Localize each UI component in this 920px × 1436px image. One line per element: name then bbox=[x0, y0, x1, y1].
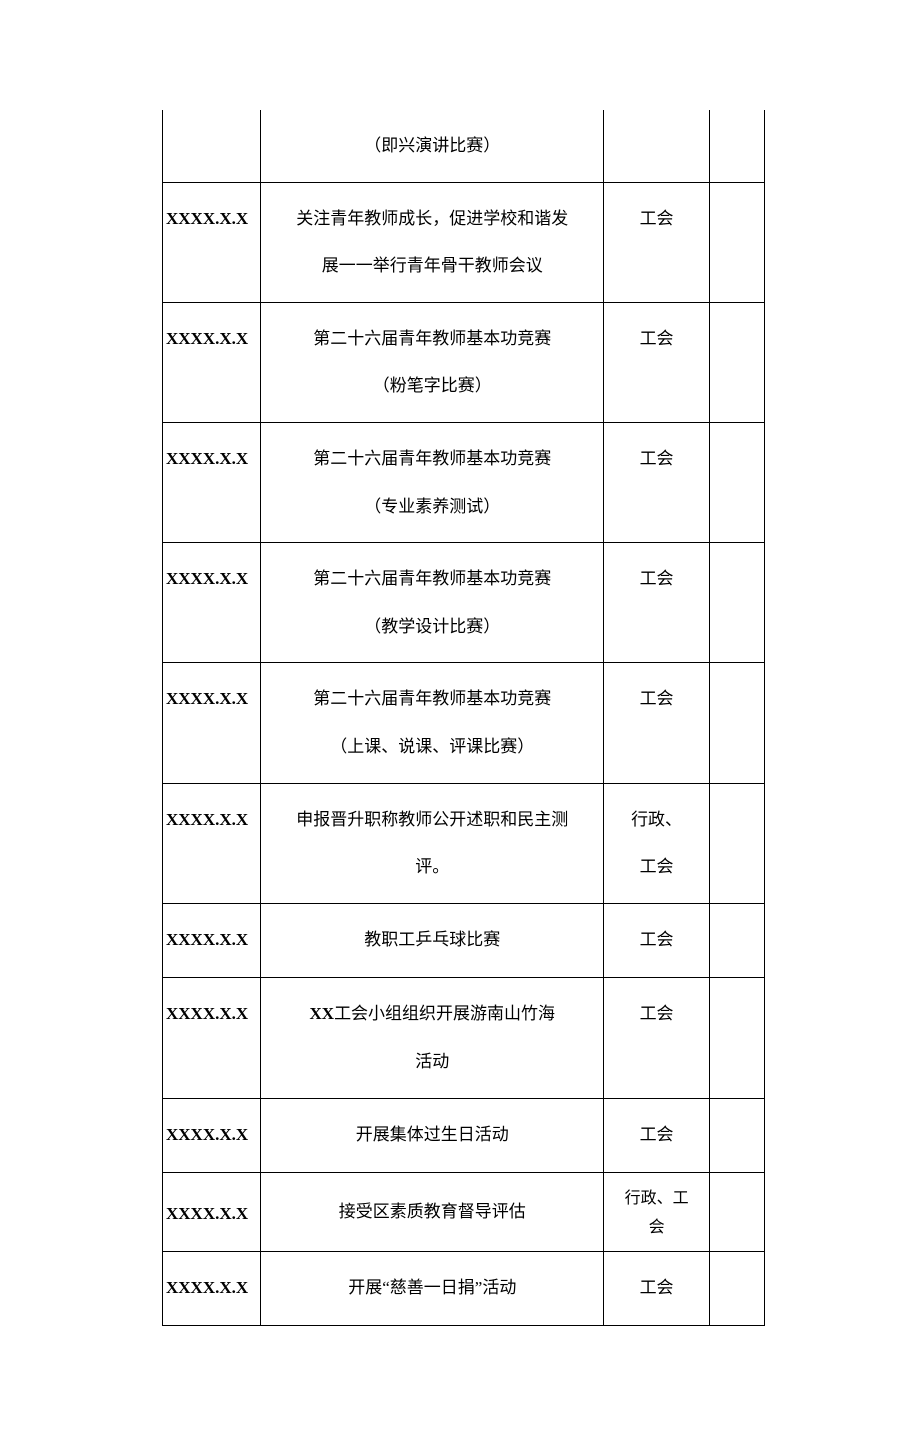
content-line: （专业素养测试） bbox=[265, 483, 599, 531]
org-cell: 行政、工 会 bbox=[604, 1173, 710, 1252]
content-line: 展一一举行青年骨干教师会议 bbox=[265, 242, 599, 290]
content-line: 第二十六届青年教师基本功竞赛 bbox=[265, 555, 599, 603]
activity-table: （即兴演讲比赛） XXXX.X.X 关注青年教师成长，促进学校和谐发 展一一举行… bbox=[162, 110, 765, 1326]
content-line: 活动 bbox=[265, 1038, 599, 1086]
org-cell: 工会 bbox=[604, 1098, 710, 1173]
content-line: （教学设计比赛） bbox=[265, 603, 599, 651]
content-line: XX工会小组组织开展游南山竹海 bbox=[265, 990, 599, 1038]
empty-cell bbox=[709, 783, 764, 903]
content-cell: 第二十六届青年教师基本功竞赛 （教学设计比赛） bbox=[261, 543, 604, 663]
content-line: 教职工乒乓球比赛 bbox=[364, 930, 500, 949]
date-cell: XXXX.X.X bbox=[163, 302, 261, 422]
content-line: （上课、说课、评课比赛） bbox=[265, 723, 599, 771]
org-cell: 工会 bbox=[604, 903, 710, 978]
content-line: （即兴演讲比赛） bbox=[265, 122, 599, 170]
content-cell: 接受区素质教育督导评估 bbox=[261, 1173, 604, 1252]
org-cell bbox=[604, 110, 710, 182]
table-row: XXXX.X.X 关注青年教师成长，促进学校和谐发 展一一举行青年骨干教师会议 … bbox=[163, 182, 765, 302]
content-cell: 开展“慈善一日捐”活动 bbox=[261, 1251, 604, 1326]
content-line: 第二十六届青年教师基本功竞赛 bbox=[265, 315, 599, 363]
empty-cell bbox=[709, 1173, 764, 1252]
content-cell: 申报晋升职称教师公开述职和民主测 评。 bbox=[261, 783, 604, 903]
table-row: XXXX.X.X 开展集体过生日活动 工会 bbox=[163, 1098, 765, 1173]
empty-cell bbox=[709, 182, 764, 302]
org-line: 会 bbox=[608, 1214, 705, 1243]
org-cell: 工会 bbox=[604, 182, 710, 302]
table-row: XXXX.X.X 教职工乒乓球比赛 工会 bbox=[163, 903, 765, 978]
content-line: 关注青年教师成长，促进学校和谐发 bbox=[265, 195, 599, 243]
date-cell: XXXX.X.X bbox=[163, 663, 261, 783]
date-cell: XXXX.X.X bbox=[163, 1098, 261, 1173]
empty-cell bbox=[709, 903, 764, 978]
content-line: 接受区素质教育督导评估 bbox=[339, 1202, 526, 1221]
empty-cell bbox=[709, 422, 764, 542]
date-cell: XXXX.X.X bbox=[163, 1173, 261, 1252]
table-row: XXXX.X.X 第二十六届青年教师基本功竞赛 （上课、说课、评课比赛） 工会 bbox=[163, 663, 765, 783]
empty-cell bbox=[709, 110, 764, 182]
date-cell: XXXX.X.X bbox=[163, 978, 261, 1098]
org-cell: 工会 bbox=[604, 1251, 710, 1326]
content-cell: 开展集体过生日活动 bbox=[261, 1098, 604, 1173]
content-cell: 第二十六届青年教师基本功竞赛 （专业素养测试） bbox=[261, 422, 604, 542]
date-cell: XXXX.X.X bbox=[163, 1251, 261, 1326]
empty-cell bbox=[709, 302, 764, 422]
date-cell bbox=[163, 110, 261, 182]
content-cell: XX工会小组组织开展游南山竹海 活动 bbox=[261, 978, 604, 1098]
content-line: 第二十六届青年教师基本功竞赛 bbox=[265, 675, 599, 723]
table-row: XXXX.X.X 第二十六届青年教师基本功竞赛 （粉笔字比赛） 工会 bbox=[163, 302, 765, 422]
table-row: XXXX.X.X 第二十六届青年教师基本功竞赛 （教学设计比赛） 工会 bbox=[163, 543, 765, 663]
content-line: 开展“慈善一日捐”活动 bbox=[348, 1278, 516, 1297]
content-cell: 关注青年教师成长，促进学校和谐发 展一一举行青年骨干教师会议 bbox=[261, 182, 604, 302]
empty-cell bbox=[709, 543, 764, 663]
empty-cell bbox=[709, 1251, 764, 1326]
empty-cell bbox=[709, 663, 764, 783]
date-cell: XXXX.X.X bbox=[163, 422, 261, 542]
date-cell: XXXX.X.X bbox=[163, 783, 261, 903]
empty-cell bbox=[709, 1098, 764, 1173]
org-cell: 工会 bbox=[604, 302, 710, 422]
org-cell: 工会 bbox=[604, 663, 710, 783]
org-line: 工会 bbox=[608, 843, 705, 891]
table-row: XXXX.X.X 接受区素质教育督导评估 行政、工 会 bbox=[163, 1173, 765, 1252]
content-line: 评。 bbox=[265, 843, 599, 891]
org-line: 行政、 bbox=[608, 796, 705, 844]
empty-cell bbox=[709, 978, 764, 1098]
content-cell: 第二十六届青年教师基本功竞赛 （粉笔字比赛） bbox=[261, 302, 604, 422]
bold-prefix: XX bbox=[310, 1004, 335, 1023]
org-cell: 行政、 工会 bbox=[604, 783, 710, 903]
table-row: （即兴演讲比赛） bbox=[163, 110, 765, 182]
org-line: 行政、工 bbox=[608, 1185, 705, 1214]
date-cell: XXXX.X.X bbox=[163, 903, 261, 978]
org-cell: 工会 bbox=[604, 422, 710, 542]
table-body: （即兴演讲比赛） XXXX.X.X 关注青年教师成长，促进学校和谐发 展一一举行… bbox=[163, 110, 765, 1326]
content-line: 开展集体过生日活动 bbox=[356, 1125, 509, 1144]
date-cell: XXXX.X.X bbox=[163, 182, 261, 302]
content-line: （粉笔字比赛） bbox=[265, 362, 599, 410]
content-cell: 第二十六届青年教师基本功竞赛 （上课、说课、评课比赛） bbox=[261, 663, 604, 783]
content-cell: 教职工乒乓球比赛 bbox=[261, 903, 604, 978]
content-line: 第二十六届青年教师基本功竞赛 bbox=[265, 435, 599, 483]
content-line: 申报晋升职称教师公开述职和民主测 bbox=[265, 796, 599, 844]
date-cell: XXXX.X.X bbox=[163, 543, 261, 663]
table-row: XXXX.X.X XX工会小组组织开展游南山竹海 活动 工会 bbox=[163, 978, 765, 1098]
table-row: XXXX.X.X 申报晋升职称教师公开述职和民主测 评。 行政、 工会 bbox=[163, 783, 765, 903]
table-row: XXXX.X.X 开展“慈善一日捐”活动 工会 bbox=[163, 1251, 765, 1326]
table-row: XXXX.X.X 第二十六届青年教师基本功竞赛 （专业素养测试） 工会 bbox=[163, 422, 765, 542]
org-cell: 工会 bbox=[604, 978, 710, 1098]
org-cell: 工会 bbox=[604, 543, 710, 663]
content-cell: （即兴演讲比赛） bbox=[261, 110, 604, 182]
